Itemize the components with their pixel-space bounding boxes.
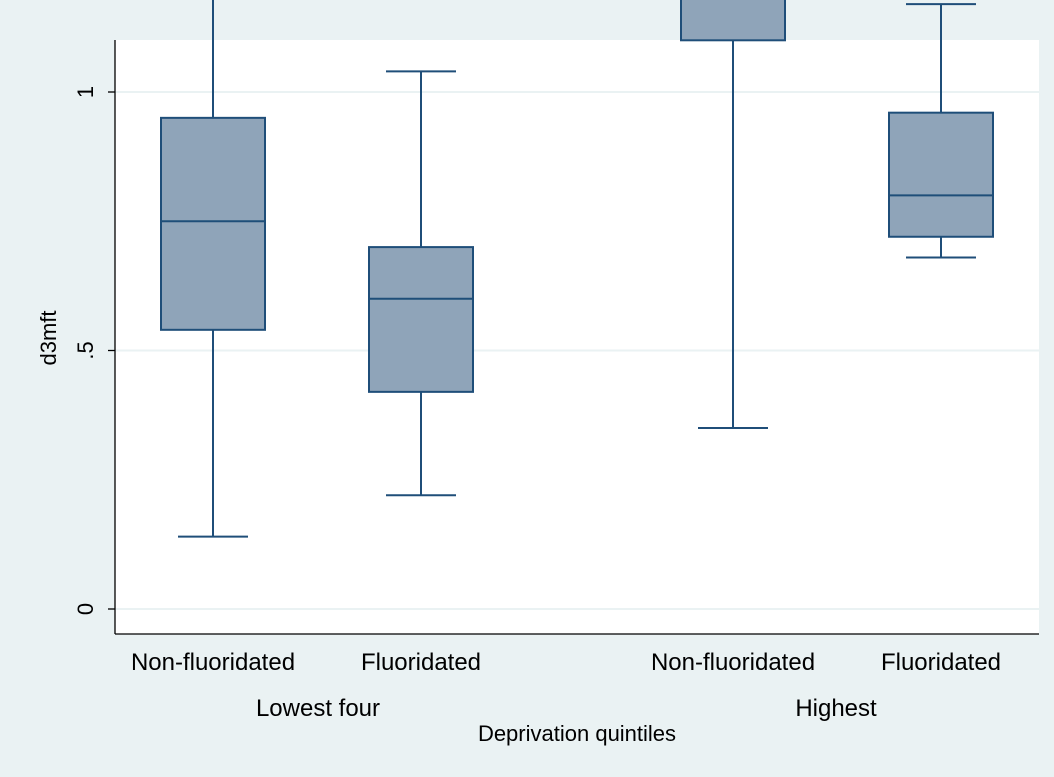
group-label: Highest xyxy=(795,695,877,722)
box-iqr xyxy=(680,0,786,42)
y-tick-label: .5 xyxy=(73,341,98,359)
box-iqr xyxy=(160,116,266,331)
y-ticks: 0.511.52 xyxy=(73,86,115,615)
box-iqr xyxy=(368,246,474,393)
category-label: Fluoridated xyxy=(881,649,1001,676)
y-tick-label: 0 xyxy=(73,603,98,615)
plot-area xyxy=(115,40,1039,634)
category-label: Non-fluoridated xyxy=(131,649,295,676)
y-tick-label: 1 xyxy=(73,86,98,98)
axes xyxy=(114,40,1039,635)
box-plot xyxy=(160,0,266,538)
category-label: Fluoridated xyxy=(361,649,481,676)
box-plot xyxy=(680,0,786,430)
y-axis-title: d3mft xyxy=(36,310,61,365)
box-iqr xyxy=(888,111,994,238)
gridlines xyxy=(115,91,1039,610)
group-label: Lowest four xyxy=(256,695,380,722)
boxes xyxy=(160,0,994,538)
box-plot xyxy=(888,3,994,259)
category-label: Non-fluoridated xyxy=(651,649,815,676)
x-axis-title: Deprivation quintiles xyxy=(478,721,676,746)
box-plot xyxy=(368,70,474,497)
